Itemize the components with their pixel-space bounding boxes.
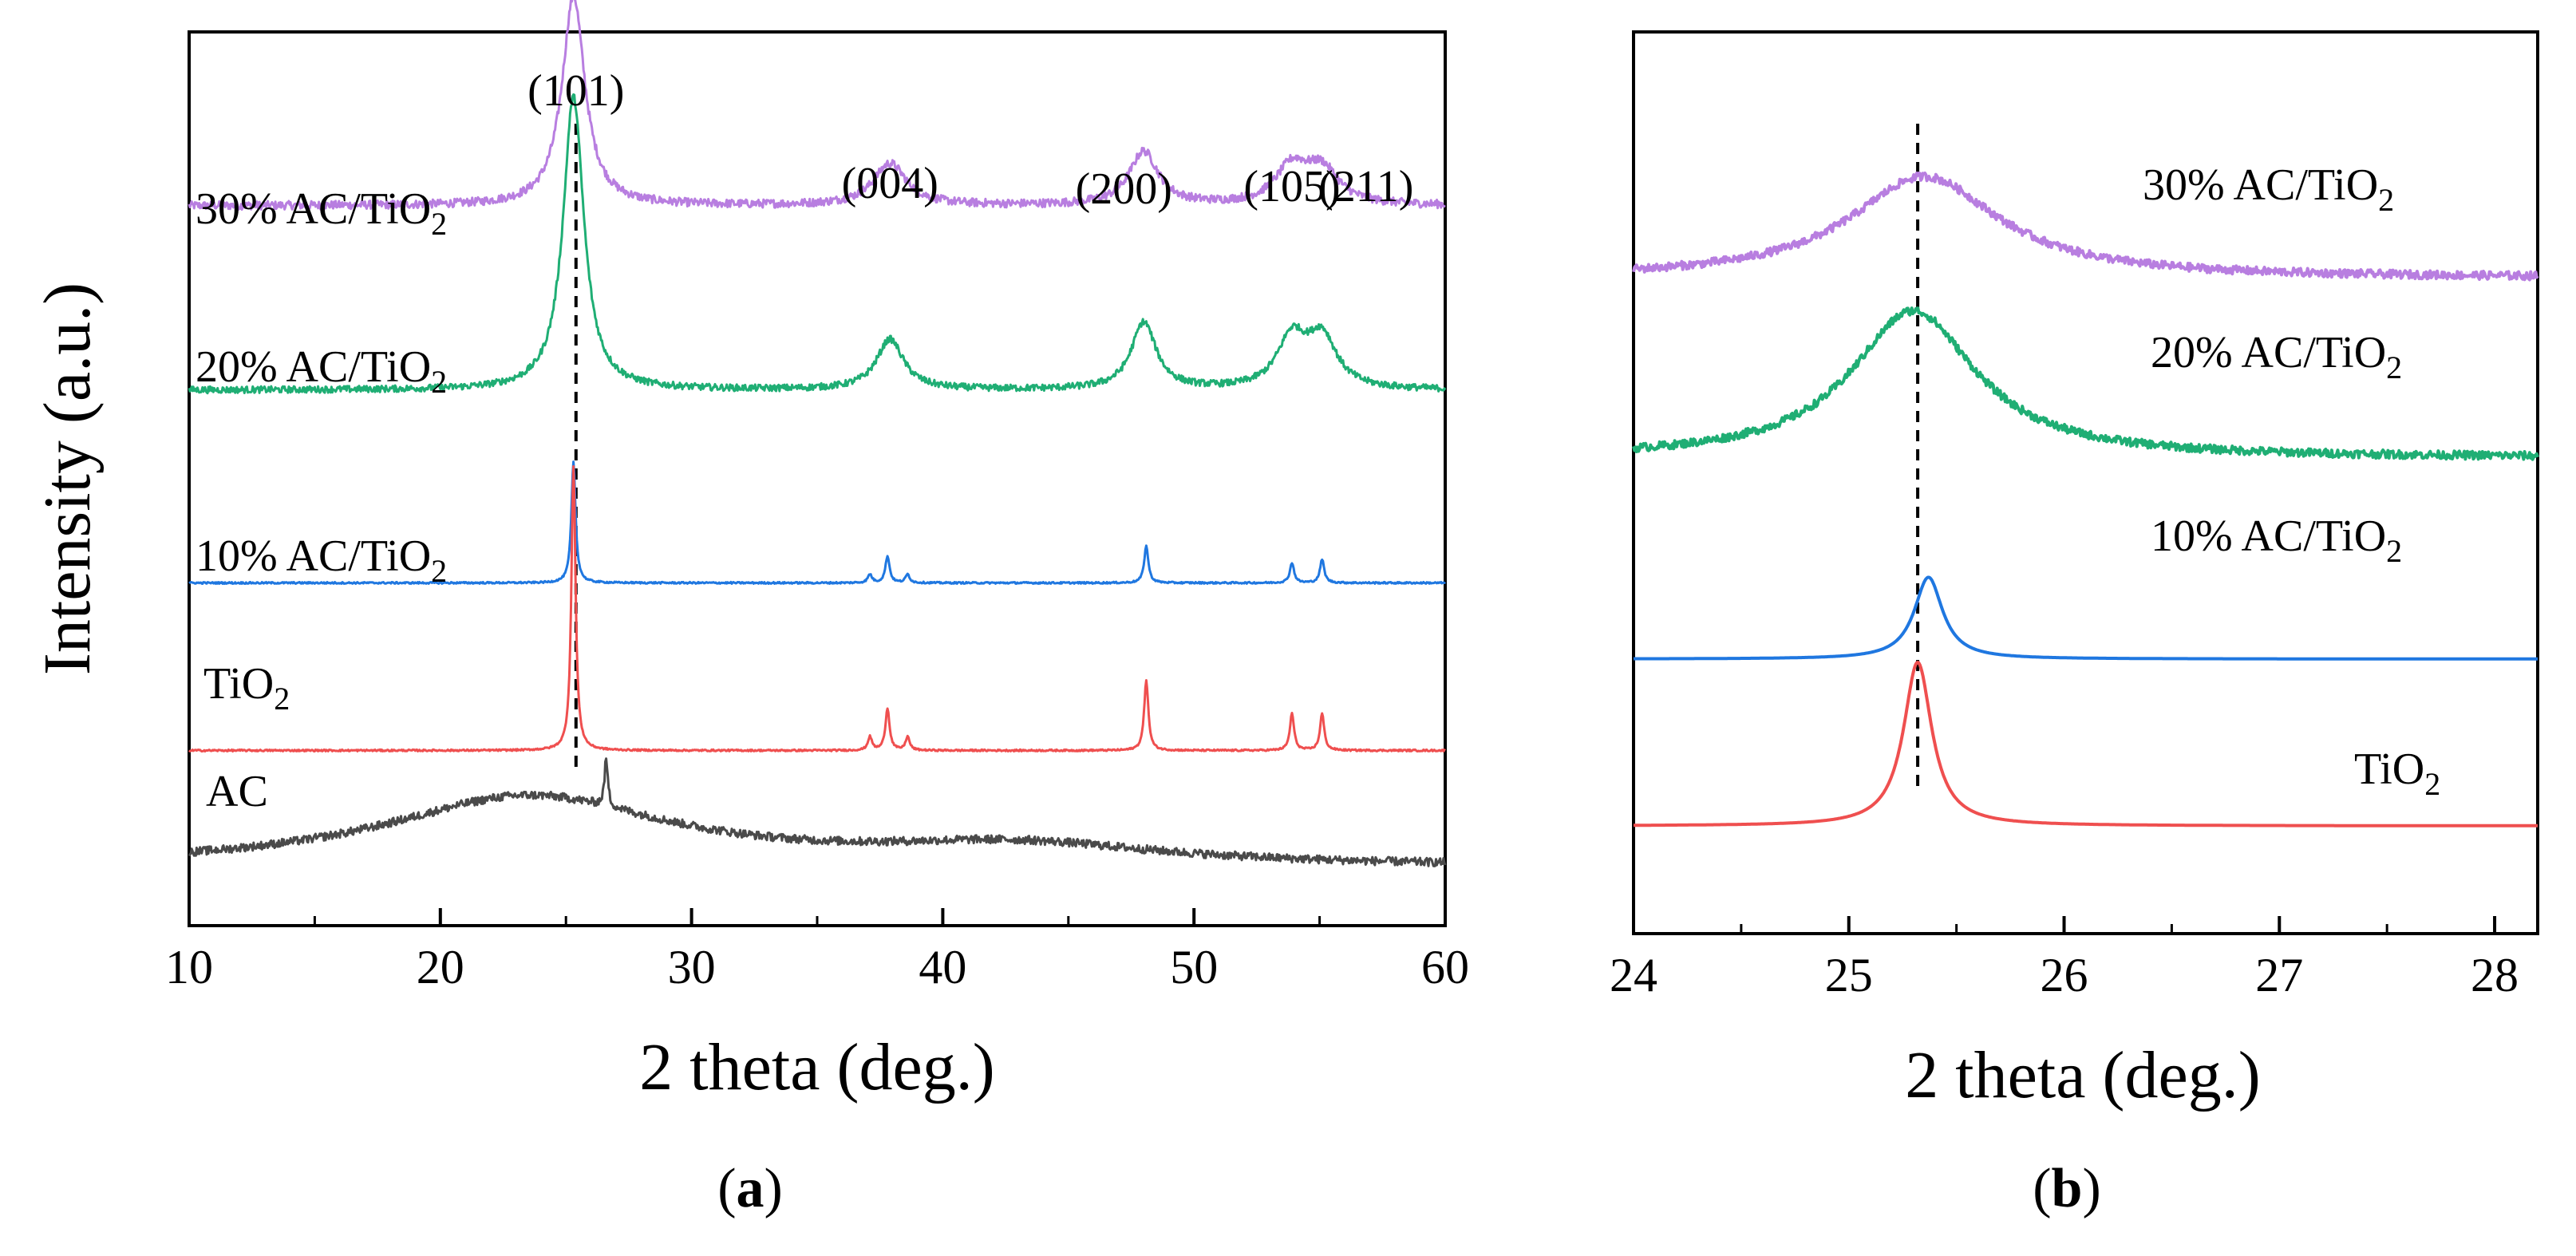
panel-b-series-label-30: 30% AC/TiO2 xyxy=(2143,160,2394,218)
x-tick-label: 26 xyxy=(2041,949,2088,1001)
x-tick-label: 28 xyxy=(2471,949,2519,1001)
series-line-30-ac-tio2 xyxy=(188,0,1446,211)
peak-label: (211) xyxy=(1318,162,1413,211)
peak-label: (004) xyxy=(842,159,938,208)
series-line-10-ac-tio2 xyxy=(188,460,1447,585)
panel-b: 24 25 26 27 28 30% AC/TiO2 20% AC/TiO2 10% A… xyxy=(1610,30,2539,1219)
panel-a-series-label-10: 10% AC/TiO2 xyxy=(196,531,447,589)
panel-a-series xyxy=(188,0,1447,867)
x-tick-label: 27 xyxy=(2255,949,2303,1001)
panel-b-label: (b) xyxy=(2033,1158,2101,1219)
panel-b-x-ticks: 24 25 26 27 28 xyxy=(1610,916,2519,1001)
peak-label: (105) xyxy=(1243,162,1340,211)
x-tick-label: 25 xyxy=(1825,949,1873,1001)
series-line-ac xyxy=(188,757,1447,867)
panel-a-label: (a) xyxy=(717,1158,783,1219)
panel-b-series xyxy=(1632,172,2539,827)
panel-b-series-label-20: 20% AC/TiO2 xyxy=(2151,328,2402,385)
panel-a-series-label-30: 30% AC/TiO2 xyxy=(196,184,447,242)
panel-a-x-ticks: 10 20 30 40 50 60 xyxy=(165,908,1469,993)
panel-a-x-axis-label: 2 theta (deg.) xyxy=(639,1030,994,1104)
x-tick-label: 60 xyxy=(1421,941,1469,993)
x-tick-label: 20 xyxy=(417,941,464,993)
panel-a-series-label-ac: AC xyxy=(206,767,268,816)
panel-a-y-axis-label: Intensity (a.u.) xyxy=(30,282,105,675)
x-tick-label: 50 xyxy=(1170,941,1218,993)
peak-label: (200) xyxy=(1076,164,1172,214)
x-tick-label: 24 xyxy=(1610,949,1657,1001)
panel-b-frame xyxy=(1632,30,2539,935)
panel-a-series-label-20: 20% AC/TiO2 xyxy=(196,342,447,400)
peak-label: (101) xyxy=(527,66,624,116)
panel-b-series-label-tio2: TiO2 xyxy=(2354,745,2440,802)
x-tick-label: 40 xyxy=(919,941,966,993)
panel-a: 10 20 30 40 50 60 (101) (004) (200) (105)(211) 3… xyxy=(30,0,1469,1219)
series-line-20-ac-tio2 xyxy=(188,93,1447,395)
panel-b-x-axis-label: 2 theta (deg.) xyxy=(1905,1038,2260,1112)
panel-a-peak-labels: (101) (004) (200) (105)(211) xyxy=(527,66,1413,214)
x-tick-label: 30 xyxy=(668,941,716,993)
panel-a-series-label-tio2: TiO2 xyxy=(203,659,290,717)
series-line-30-ac-tio2 xyxy=(1632,172,2539,282)
series-line-tio2 xyxy=(188,465,1446,752)
series-line-20-ac-tio2 xyxy=(1632,306,2539,461)
x-tick-label: 10 xyxy=(165,941,213,993)
series-line-tio2 xyxy=(1633,661,2538,827)
series-line-10-ac-tio2 xyxy=(1633,575,2538,661)
panel-b-series-label-10: 10% AC/TiO2 xyxy=(2151,511,2402,569)
